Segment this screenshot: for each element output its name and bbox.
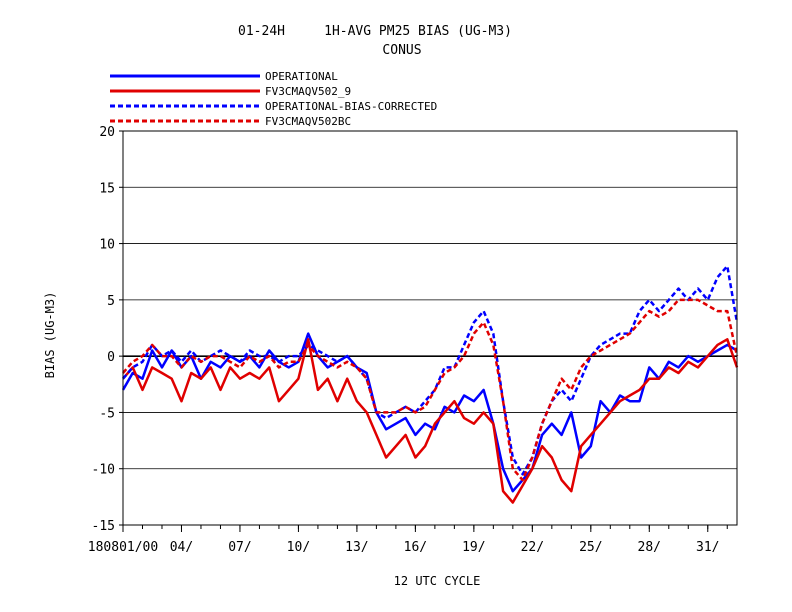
x-tick-label: 10/ <box>287 540 310 555</box>
legend-label-1: FV3CMAQV502_9 <box>265 85 351 98</box>
y-tick-label: 15 <box>99 181 115 196</box>
gridlines <box>123 130 737 526</box>
plot-frame <box>122 130 738 526</box>
x-tick-label: 07/ <box>228 540 251 555</box>
y-tick-label: 0 <box>107 350 115 365</box>
legend-label-0: OPERATIONAL <box>265 70 338 83</box>
x-tick-label: 04/ <box>170 540 193 555</box>
x-tick-label: 31/ <box>696 540 719 555</box>
x-tick-label: 19/ <box>462 540 485 555</box>
x-tick-label: 16/ <box>404 540 427 555</box>
x-tick-label: 180801/00 <box>88 540 158 555</box>
y-tick-label: 10 <box>99 238 115 253</box>
series-line-0 <box>121 332 738 493</box>
y-tick-label: 5 <box>107 294 115 309</box>
y-axis: -15 -10 -5 0 5 10 15 20 <box>92 125 123 534</box>
x-tick-label: 22/ <box>521 540 544 555</box>
chart-title: 01-24H 1H-AVG PM25 BIAS (UG-M3) <box>238 24 512 39</box>
legend-label-2: OPERATIONAL-BIAS-CORRECTED <box>265 100 437 113</box>
x-axis-label: 12 UTC CYCLE <box>394 574 481 588</box>
series-line-2 <box>122 264 739 476</box>
x-tick-label: 25/ <box>579 540 602 555</box>
series-line-1 <box>122 338 739 504</box>
chart-subtitle: CONUS <box>382 43 421 58</box>
y-tick-label: -5 <box>99 406 115 421</box>
series-lines <box>121 264 739 504</box>
x-tick-label: 28/ <box>638 540 661 555</box>
x-axis: 180801/00 04/07/10/13/16/19/22/25/28/31/ <box>88 525 728 555</box>
y-axis-label: BIAS (UG-M3) <box>43 292 57 379</box>
x-tick-label: 13/ <box>345 540 368 555</box>
legend: OPERATIONAL FV3CMAQV502_9 OPERATIONAL-BIAS… <box>110 70 437 128</box>
legend-label-3: FV3CMAQV502BC <box>265 115 351 128</box>
series-line-3 <box>122 298 739 482</box>
y-tick-label: -15 <box>92 519 115 534</box>
y-tick-label: 20 <box>99 125 115 140</box>
y-tick-label: -10 <box>92 463 115 478</box>
